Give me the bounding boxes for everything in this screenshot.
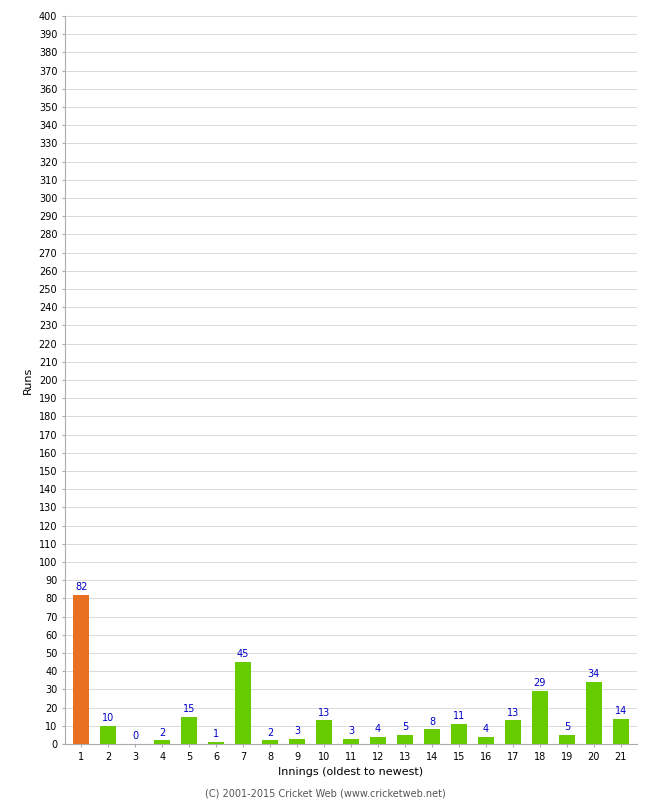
Text: 2: 2 bbox=[267, 728, 273, 738]
Text: 0: 0 bbox=[132, 731, 138, 742]
Bar bbox=[397, 735, 413, 744]
Text: 3: 3 bbox=[294, 726, 300, 736]
Y-axis label: Runs: Runs bbox=[23, 366, 33, 394]
Text: 1: 1 bbox=[213, 730, 219, 739]
Bar bbox=[181, 717, 197, 744]
Text: 5: 5 bbox=[564, 722, 570, 732]
Bar bbox=[505, 720, 521, 744]
Bar bbox=[451, 724, 467, 744]
Bar bbox=[208, 742, 224, 744]
Text: 14: 14 bbox=[615, 706, 627, 716]
Bar bbox=[235, 662, 251, 744]
Text: 8: 8 bbox=[429, 717, 435, 726]
Bar bbox=[370, 737, 386, 744]
Text: 13: 13 bbox=[507, 708, 519, 718]
Text: 2: 2 bbox=[159, 728, 165, 738]
Bar bbox=[424, 730, 440, 744]
X-axis label: Innings (oldest to newest): Innings (oldest to newest) bbox=[278, 767, 424, 777]
Bar bbox=[73, 594, 89, 744]
Bar bbox=[559, 735, 575, 744]
Text: 11: 11 bbox=[453, 711, 465, 722]
Text: 3: 3 bbox=[348, 726, 354, 736]
Bar bbox=[289, 738, 305, 744]
Bar bbox=[478, 737, 494, 744]
Text: 4: 4 bbox=[483, 724, 489, 734]
Text: 4: 4 bbox=[375, 724, 381, 734]
Text: 15: 15 bbox=[183, 704, 195, 714]
Bar bbox=[613, 718, 629, 744]
Text: 13: 13 bbox=[318, 708, 330, 718]
Bar bbox=[316, 720, 332, 744]
Text: 10: 10 bbox=[102, 713, 114, 723]
Bar bbox=[532, 691, 548, 744]
Bar bbox=[586, 682, 602, 744]
Text: 34: 34 bbox=[588, 670, 600, 679]
Text: 29: 29 bbox=[534, 678, 546, 689]
Text: (C) 2001-2015 Cricket Web (www.cricketweb.net): (C) 2001-2015 Cricket Web (www.cricketwe… bbox=[205, 788, 445, 798]
Bar bbox=[343, 738, 359, 744]
Text: 5: 5 bbox=[402, 722, 408, 732]
Bar bbox=[154, 740, 170, 744]
Bar bbox=[100, 726, 116, 744]
Bar bbox=[262, 740, 278, 744]
Text: 45: 45 bbox=[237, 650, 249, 659]
Text: 82: 82 bbox=[75, 582, 87, 592]
